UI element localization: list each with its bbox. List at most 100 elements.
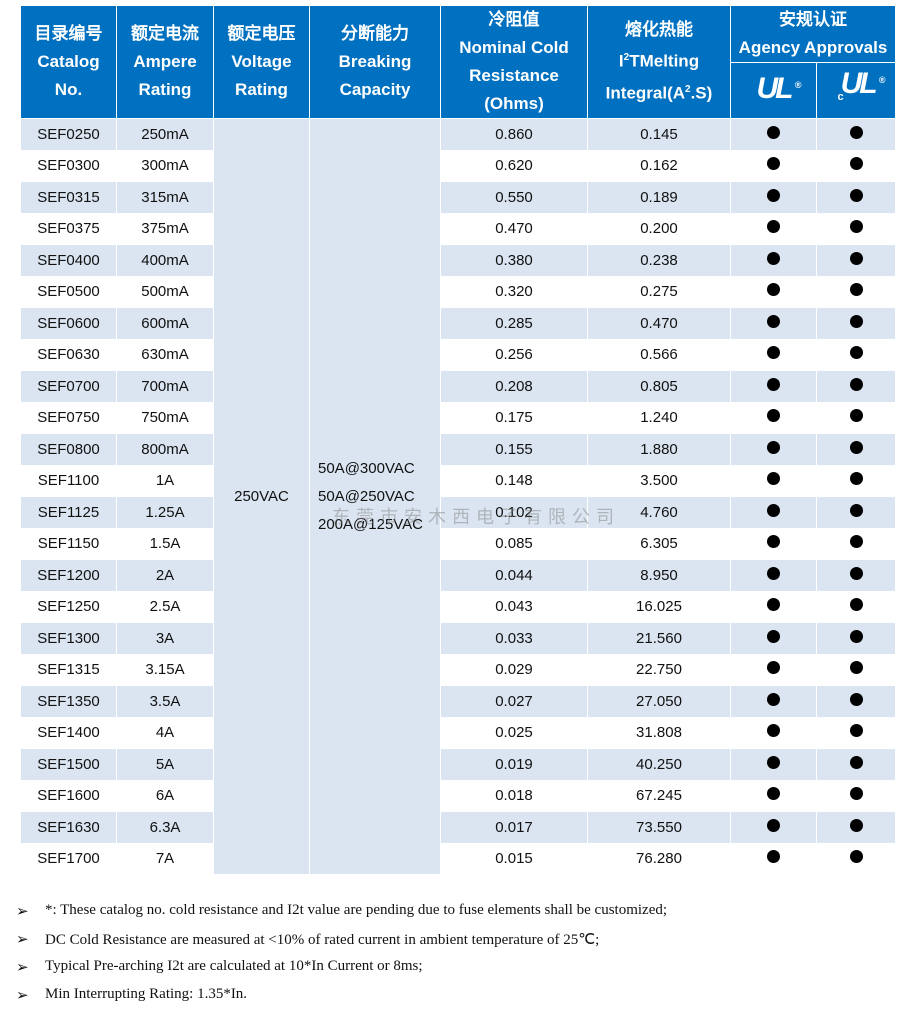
approved-dot-icon	[849, 251, 863, 265]
approved-dot-icon	[849, 220, 863, 234]
ul-logo-cell: UL ®	[730, 62, 817, 119]
approved-dot-icon	[849, 472, 863, 486]
cold-resistance: 0.043	[440, 590, 588, 623]
table-row: SEF1700 7A 0.015 76.280	[20, 842, 896, 874]
approval-mark	[816, 653, 896, 686]
ampere-rating: 2A	[116, 559, 214, 591]
cold-resistance: 0.320	[440, 275, 588, 308]
melting-integral: 22.750	[587, 653, 731, 686]
catalog-no: SEF0250	[20, 118, 117, 150]
table-row: SEF1315 3.15A 0.029 22.750	[20, 653, 896, 686]
approval-mark	[816, 307, 896, 339]
header-breaking: 分断能力 Breaking Capacity	[309, 5, 441, 119]
breaking-capacity: 50A@300VAC 50A@250VAC 200A@125VAC	[309, 118, 441, 874]
ampere-rating: 800mA	[116, 433, 214, 465]
ampere-rating: 600mA	[116, 307, 214, 339]
arrow-bullet-icon: ➢	[16, 904, 29, 920]
ampere-rating: 375mA	[116, 212, 214, 245]
approved-dot-icon	[767, 850, 780, 864]
catalog-no: SEF0315	[20, 181, 117, 213]
table-row: SEF1250 2.5A 0.043 16.025	[20, 590, 896, 623]
catalog-no: SEF1150	[20, 527, 117, 560]
melting-integral: 0.189	[587, 181, 731, 213]
note-item: ➢ DC Cold Resistance are measured at <10%…	[16, 930, 667, 958]
approval-mark	[816, 401, 896, 434]
melting-integral: 0.805	[587, 370, 731, 402]
arrow-bullet-icon: ➢	[16, 988, 29, 1004]
ampere-rating: 1.5A	[116, 527, 214, 560]
approval-mark	[730, 622, 817, 654]
approved-dot-icon	[849, 535, 863, 549]
approved-dot-icon	[849, 409, 863, 423]
catalog-no: SEF0500	[20, 275, 117, 308]
ampere-rating: 1.25A	[116, 496, 214, 528]
header-voltage: 额定电压 Voltage Rating	[213, 5, 310, 119]
approval-mark	[730, 118, 817, 150]
approval-mark	[816, 559, 896, 591]
approved-dot-icon	[767, 440, 780, 454]
breaking-capacity-line: 50A@300VAC	[318, 459, 415, 477]
catalog-no: SEF0630	[20, 338, 117, 371]
table-row: SEF1100 1A 0.148 3.500	[20, 464, 896, 497]
ampere-rating: 6.3A	[116, 811, 214, 843]
approval-mark	[816, 779, 896, 812]
approval-mark	[730, 779, 817, 812]
cold-resistance: 0.620	[440, 149, 588, 182]
breaking-capacity-line: 50A@250VAC	[318, 487, 415, 505]
approval-mark	[816, 464, 896, 497]
approval-mark	[730, 590, 817, 623]
catalog-no: SEF0375	[20, 212, 117, 245]
breaking-capacity-line: 200A@125VAC	[318, 515, 424, 533]
approval-mark	[730, 559, 817, 591]
approval-mark	[730, 370, 817, 402]
approval-mark	[730, 433, 817, 465]
approved-dot-icon	[767, 629, 780, 643]
ampere-rating: 750mA	[116, 401, 214, 434]
arrow-bullet-icon: ➢	[16, 932, 29, 948]
approval-mark	[730, 748, 817, 780]
approval-mark	[730, 653, 817, 686]
approved-dot-icon	[849, 377, 863, 391]
note-text: Typical Pre-arching I2t are calculated a…	[45, 958, 423, 974]
approval-mark	[730, 527, 817, 560]
melting-integral: 8.950	[587, 559, 731, 591]
ampere-rating: 4A	[116, 716, 214, 749]
note-text: *: These catalog no. cold resistance and…	[45, 902, 668, 918]
cold-resistance: 0.285	[440, 307, 588, 339]
ampere-rating: 3A	[116, 622, 214, 654]
catalog-no: SEF0400	[20, 244, 117, 276]
cold-resistance: 0.380	[440, 244, 588, 276]
table-row: SEF0630 630mA 0.256 0.566	[20, 338, 896, 371]
catalog-no: SEF1600	[20, 779, 117, 812]
melting-integral: 4.760	[587, 496, 731, 528]
approved-dot-icon	[767, 283, 780, 297]
table-row: SEF1500 5A 0.019 40.250	[20, 748, 896, 780]
melting-integral: 3.500	[587, 464, 731, 497]
ul-recognized-icon: UL ®	[756, 71, 802, 105]
table-row: SEF1150 1.5A 0.085 6.305	[20, 527, 896, 560]
table-row: SEF0315 315mA 0.550 0.189	[20, 181, 896, 213]
approval-mark	[816, 433, 896, 465]
melting-integral: 0.470	[587, 307, 731, 339]
approved-dot-icon	[849, 566, 863, 580]
approval-mark	[816, 181, 896, 213]
table-row: SEF1600 6A 0.018 67.245	[20, 779, 896, 812]
approval-mark	[730, 464, 817, 497]
note-item: ➢ *: These catalog no. cold resistance an…	[16, 902, 667, 930]
approval-mark	[816, 716, 896, 749]
approval-mark	[816, 275, 896, 308]
table-row: SEF1125 1.25A 0.102 4.760	[20, 496, 896, 528]
approved-dot-icon	[767, 787, 780, 801]
ampere-rating: 5A	[116, 748, 214, 780]
approved-dot-icon	[849, 283, 863, 297]
ampere-rating: 2.5A	[116, 590, 214, 623]
melting-integral: 0.275	[587, 275, 731, 308]
approval-mark	[730, 401, 817, 434]
cold-resistance: 0.033	[440, 622, 588, 654]
approval-mark	[816, 811, 896, 843]
melting-integral: 0.238	[587, 244, 731, 276]
approval-mark	[730, 307, 817, 339]
melting-integral: 76.280	[587, 842, 731, 874]
notes-list: ➢ *: These catalog no. cold resistance an…	[16, 902, 667, 1014]
catalog-no: SEF0600	[20, 307, 117, 339]
